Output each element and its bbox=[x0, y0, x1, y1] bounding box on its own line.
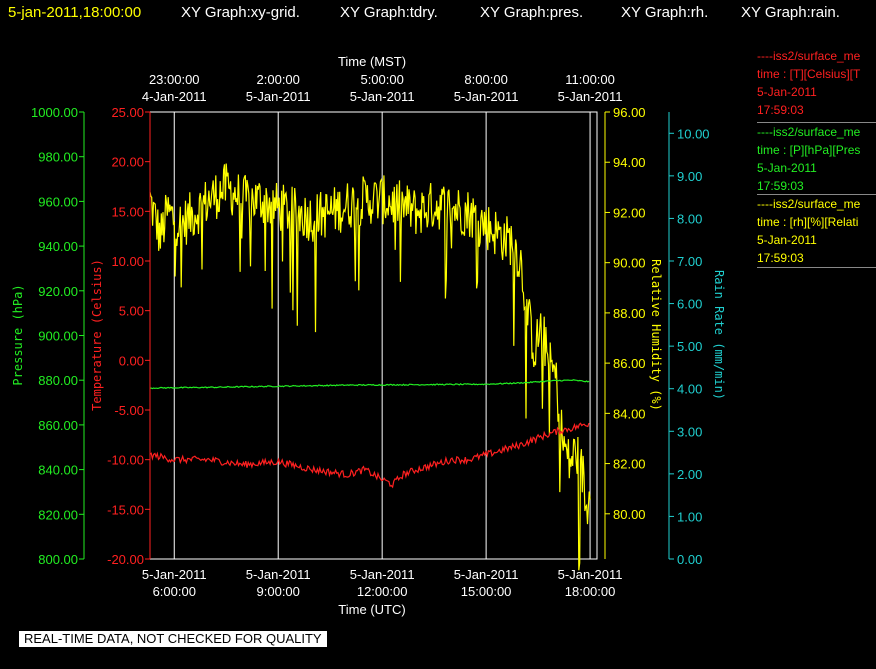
rain-axis-tick-label: 7.00 bbox=[677, 254, 702, 269]
legend-temperature: ----iss2/surface_me time : [T][Celsius][… bbox=[757, 47, 876, 119]
pressure-axis-title: Pressure (hPa) bbox=[11, 284, 25, 385]
x-top-axis-title: Time (MST) bbox=[338, 54, 406, 69]
legend-date: 5-Jan-2011 bbox=[757, 161, 817, 175]
temperature-axis-tick-label: 15.00 bbox=[111, 204, 144, 219]
x-top-tick-date: 5-Jan-2011 bbox=[246, 89, 311, 104]
pressure-axis-tick-label: 1000.00 bbox=[31, 105, 78, 120]
header-graph-pres: XY Graph:pres. bbox=[480, 4, 583, 21]
x-bottom-tick-date: 5-Jan-2011 bbox=[142, 567, 207, 582]
header-graph-rh: XY Graph:rh. bbox=[621, 4, 708, 21]
legend-source: ----iss2/surface_me bbox=[757, 197, 861, 211]
rh-axis-title: Relative Humidity (%) bbox=[649, 259, 663, 411]
x-bottom-axis-title: Time (UTC) bbox=[338, 602, 405, 617]
legend-fields: time : [T][Celsius][T bbox=[757, 67, 861, 81]
rh-axis-tick-label: 82.00 bbox=[613, 457, 646, 472]
pressure-axis-tick-label: 860.00 bbox=[38, 418, 78, 433]
x-bottom-tick-time: 15:00:00 bbox=[461, 584, 512, 599]
x-top-tick-time: 2:00:00 bbox=[257, 72, 300, 87]
rh-axis-tick-label: 84.00 bbox=[613, 406, 646, 421]
rain-axis-tick-label: 1.00 bbox=[677, 509, 702, 524]
temperature-axis-tick-label: -15.00 bbox=[107, 502, 144, 517]
x-top-tick-time: 23:00:00 bbox=[149, 72, 200, 87]
temperature-axis-tick-label: -10.00 bbox=[107, 453, 144, 468]
data-series bbox=[149, 163, 591, 571]
rain-axis-tick-label: 5.00 bbox=[677, 339, 702, 354]
rh-axis-tick-label: 96.00 bbox=[613, 105, 646, 120]
temperature-axis-tick-label: -5.00 bbox=[114, 403, 144, 418]
rain-axis-tick-label: 3.00 bbox=[677, 424, 702, 439]
legend-fields: time : [rh][%][Relati bbox=[757, 215, 859, 229]
pressure-axis-tick-label: 840.00 bbox=[38, 463, 78, 478]
qc-notice: REAL-TIME DATA, NOT CHECKED FOR QUALITY bbox=[19, 631, 327, 647]
legend-date: 5-Jan-2011 bbox=[757, 233, 817, 247]
rain-axis-tick-label: 0.00 bbox=[677, 552, 702, 567]
x-bottom-tick-time: 18:00:00 bbox=[565, 584, 616, 599]
temperature-axis-tick-label: 10.00 bbox=[111, 254, 144, 269]
rain-axis-tick-label: 2.00 bbox=[677, 467, 702, 482]
x-top-tick-time: 11:00:00 bbox=[565, 72, 615, 87]
x-bottom-tick-time: 9:00:00 bbox=[257, 584, 300, 599]
plot-frame bbox=[149, 111, 598, 560]
x-top-tick-date: 5-Jan-2011 bbox=[454, 89, 519, 104]
rain-axis-tick-label: 4.00 bbox=[677, 382, 702, 397]
grid-lines bbox=[149, 111, 598, 560]
rain-axis-tick-label: 9.00 bbox=[677, 169, 702, 184]
rh-axis-tick-label: 88.00 bbox=[613, 306, 646, 321]
rh-series-line bbox=[149, 163, 591, 571]
rain-axis-title: Rain Rate (mm/min) bbox=[712, 270, 726, 400]
temperature-axis-tick-label: 0.00 bbox=[119, 353, 144, 368]
pressure-axis-tick-label: 940.00 bbox=[38, 239, 78, 254]
header-graph-rain: XY Graph:rain. bbox=[741, 4, 840, 21]
x-top-tick-date: 5-Jan-2011 bbox=[350, 89, 415, 104]
legend-rh: ----iss2/surface_me time : [rh][%][Relat… bbox=[757, 194, 876, 268]
pressure-axis-tick-label: 800.00 bbox=[38, 552, 78, 567]
temperature-series-line bbox=[149, 422, 590, 489]
temperature-axis-tick-label: 25.00 bbox=[111, 105, 144, 120]
rh-axis-tick-label: 90.00 bbox=[613, 256, 646, 271]
x-bottom-tick-time: 6:00:00 bbox=[153, 584, 196, 599]
rh-axis-tick-label: 92.00 bbox=[613, 205, 646, 220]
rh-axis-tick-label: 94.00 bbox=[613, 155, 646, 170]
x-top-tick-date: 5-Jan-2011 bbox=[558, 89, 623, 104]
rain-axis-tick-label: 8.00 bbox=[677, 211, 702, 226]
x-bottom-tick-time: 12:00:00 bbox=[357, 584, 408, 599]
pressure-axis-tick-label: 820.00 bbox=[38, 507, 78, 522]
rain-axis-tick-label: 10.00 bbox=[677, 126, 710, 141]
pressure-axis-tick-label: 980.00 bbox=[38, 150, 78, 165]
legend-time: 17:59:03 bbox=[757, 103, 804, 117]
x-top-tick-date: 4-Jan-2011 bbox=[142, 89, 207, 104]
x-top-tick-time: 8:00:00 bbox=[464, 72, 507, 87]
rh-axis-tick-label: 80.00 bbox=[613, 507, 646, 522]
legend-pressure: ----iss2/surface_me time : [P][hPa][Pres… bbox=[757, 122, 876, 195]
x-bottom-tick-date: 5-Jan-2011 bbox=[246, 567, 311, 582]
legend-source: ----iss2/surface_me bbox=[757, 125, 861, 139]
pressure-axis-tick-label: 900.00 bbox=[38, 329, 78, 344]
header-graph-tdry: XY Graph:tdry. bbox=[340, 4, 438, 21]
legend-time: 17:59:03 bbox=[757, 179, 804, 193]
header-timestamp: 5-jan-2011,18:00:00 bbox=[8, 4, 141, 21]
temperature-axis-title: Temperature (Celsius) bbox=[90, 259, 104, 411]
pressure-series-line bbox=[150, 379, 590, 390]
x-bottom-tick-date: 5-Jan-2011 bbox=[558, 567, 623, 582]
legend-date: 5-Jan-2011 bbox=[757, 85, 817, 99]
temperature-axis-tick-label: 20.00 bbox=[111, 155, 144, 170]
rh-axis-tick-label: 86.00 bbox=[613, 356, 646, 371]
rain-axis-tick-label: 6.00 bbox=[677, 297, 702, 312]
temperature-axis-tick-label: -20.00 bbox=[107, 552, 144, 567]
temperature-axis-tick-label: 5.00 bbox=[119, 304, 144, 319]
pressure-axis-tick-label: 880.00 bbox=[38, 373, 78, 388]
x-bottom-tick-date: 5-Jan-2011 bbox=[454, 567, 519, 582]
axes: 5-Jan-2011 6:00:00 23:00:00 4-Jan-2011 5-Jan… bbox=[31, 72, 710, 599]
legend-source: ----iss2/surface_me bbox=[757, 49, 861, 63]
pressure-axis-tick-label: 960.00 bbox=[38, 194, 78, 209]
header-graph-xy-grid: XY Graph:xy-grid. bbox=[181, 4, 300, 21]
x-bottom-tick-date: 5-Jan-2011 bbox=[350, 567, 415, 582]
legend-fields: time : [P][hPa][Pres bbox=[757, 143, 861, 157]
x-top-tick-time: 5:00:00 bbox=[360, 72, 403, 87]
pressure-axis-tick-label: 920.00 bbox=[38, 284, 78, 299]
legend-time: 17:59:03 bbox=[757, 251, 804, 265]
